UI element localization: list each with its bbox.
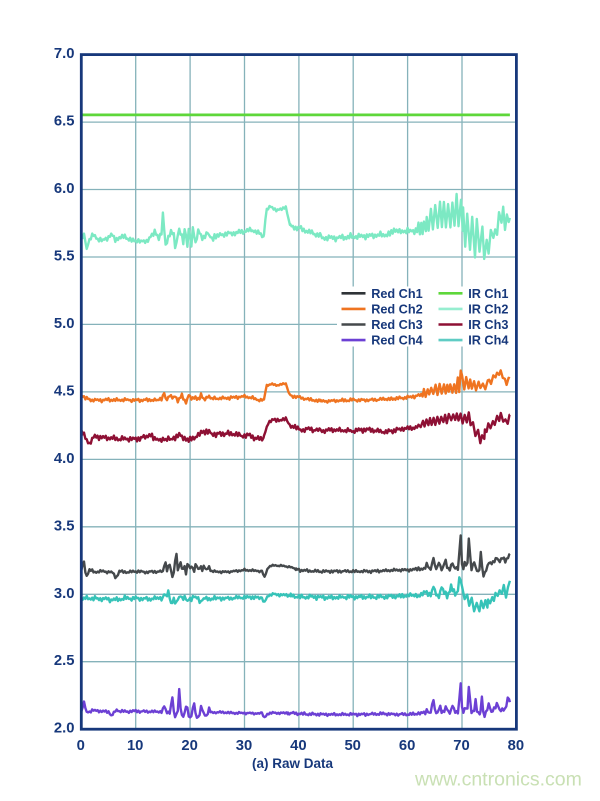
svg-text:4.0: 4.0 [54,451,75,467]
svg-text:Red Ch4: Red Ch4 [371,334,422,348]
svg-text:7.0: 7.0 [54,46,75,62]
svg-text:0: 0 [77,738,85,754]
svg-text:IR Ch2: IR Ch2 [468,302,508,316]
svg-text:2.5: 2.5 [54,653,75,669]
svg-text:6.0: 6.0 [54,181,75,197]
svg-text:Red Ch2: Red Ch2 [371,302,422,316]
svg-text:2.0: 2.0 [54,721,75,737]
svg-text:70: 70 [453,738,469,754]
svg-text:5.5: 5.5 [54,249,75,265]
svg-text:20: 20 [181,738,197,754]
svg-text:10: 10 [127,738,143,754]
svg-text:30: 30 [236,738,252,754]
svg-text:3.5: 3.5 [54,518,75,534]
svg-text:www.cntronics.com: www.cntronics.com [414,769,582,791]
svg-text:60: 60 [399,738,415,754]
svg-text:Red Ch1: Red Ch1 [371,287,422,301]
svg-text:(a) Raw Data: (a) Raw Data [252,756,334,771]
svg-text:Red Ch3: Red Ch3 [371,318,422,332]
svg-text:6.5: 6.5 [54,114,75,130]
svg-text:5.0: 5.0 [54,316,75,332]
svg-text:80: 80 [508,738,524,754]
svg-text:4.5: 4.5 [54,383,75,399]
svg-text:40: 40 [290,738,306,754]
svg-text:IR Ch3: IR Ch3 [468,318,508,332]
svg-text:3.0: 3.0 [54,586,75,602]
svg-text:50: 50 [344,738,360,754]
svg-text:IR Ch1: IR Ch1 [468,287,508,301]
svg-text:IR Ch4: IR Ch4 [468,334,508,348]
